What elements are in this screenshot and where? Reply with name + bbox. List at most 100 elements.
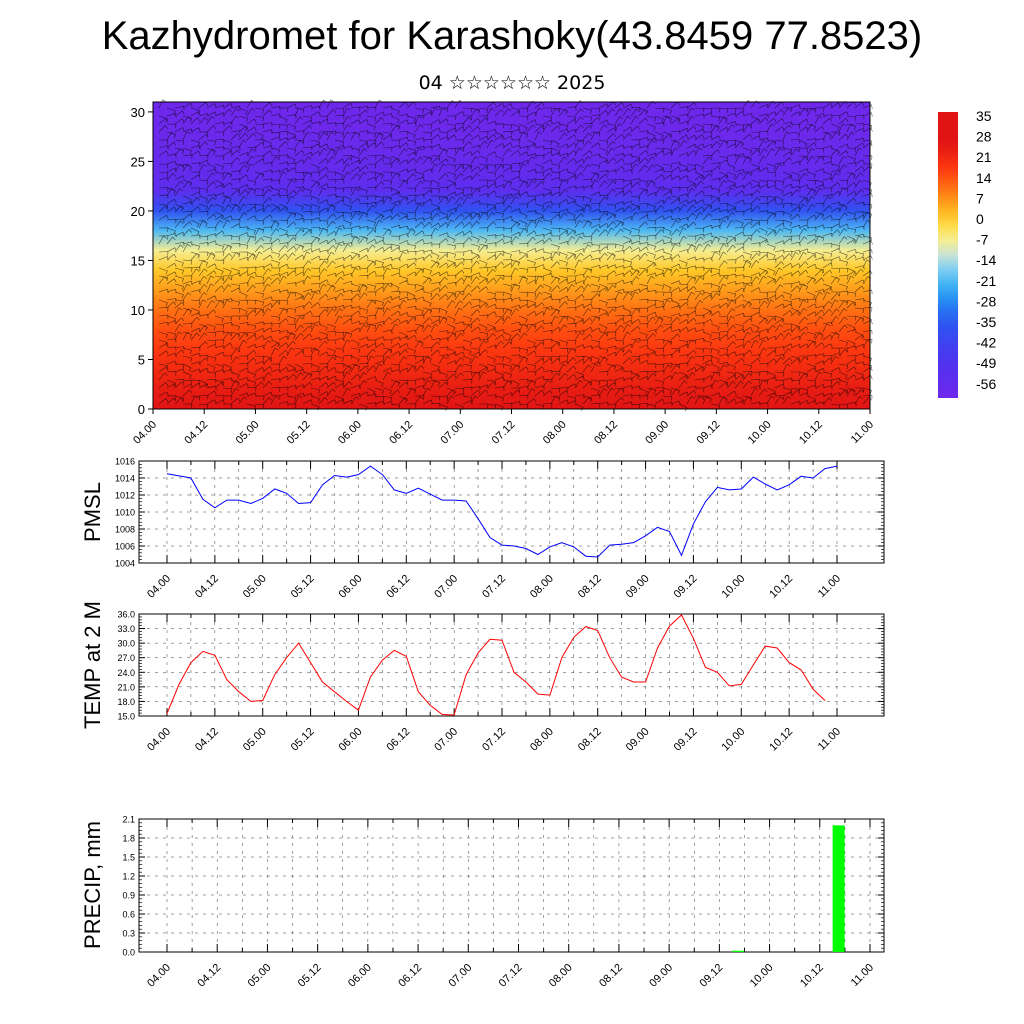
- heatmap-y-tick-label: 10: [131, 303, 145, 318]
- heatmap-x-tick-label: 06.12: [387, 419, 415, 447]
- heatmap-y-tick-label: 20: [131, 204, 145, 219]
- pmsl-x-tick-label: 07.12: [480, 573, 508, 601]
- pmsl-y-tick-label: 1006: [115, 542, 135, 552]
- colorbar-label: 7: [976, 190, 984, 206]
- precip-x-tick-label: 04.12: [195, 962, 223, 990]
- temp-y-tick-label: 30.0: [117, 639, 135, 649]
- precip-x-tick-label: 06.12: [396, 962, 424, 990]
- temp-x-tick-label: 07.12: [480, 726, 508, 754]
- precip-x-tick-label: 07.12: [497, 962, 525, 990]
- pmsl-x-tick-label: 11.00: [816, 573, 843, 600]
- heatmap-y-tick-label: 30: [131, 105, 145, 120]
- colorbar: [938, 112, 958, 398]
- pmsl-x-tick-label: 05.12: [289, 573, 317, 601]
- precip-grid: [139, 819, 884, 952]
- colorbar-label: -14: [976, 252, 996, 268]
- pmsl-y-tick-label: 1010: [115, 508, 135, 518]
- precip-y-tick-label: 0.0: [122, 948, 135, 958]
- temp-y-tick-label: 24.0: [117, 668, 135, 678]
- chart-title: Kazhydromet for Karashoky(43.8459 77.852…: [101, 14, 923, 58]
- pmsl-x-tick-label: 07.00: [432, 573, 460, 601]
- precip-bar: [832, 825, 845, 952]
- colorbar-label: 28: [976, 129, 992, 145]
- pmsl-y-tick-label: 1008: [115, 525, 135, 535]
- temp-x-tick-label: 07.00: [432, 726, 460, 754]
- temp-x-tick-label: 04.12: [193, 726, 221, 754]
- pmsl-y-tick-label: 1014: [115, 474, 135, 484]
- pmsl-x-tick-label: 04.12: [193, 573, 221, 601]
- temp-y-tick-label: 15.0: [117, 712, 135, 722]
- colorbar-label: -49: [976, 355, 996, 371]
- wind-barbs: [158, 99, 873, 412]
- pmsl-x-tick-label: 04.00: [145, 573, 173, 601]
- temp-y-tick-label: 27.0: [117, 653, 135, 663]
- temp-x-tick-label: 04.00: [145, 726, 173, 754]
- temp-frame: [138, 613, 885, 717]
- pmsl-x-tick-label: 06.00: [337, 573, 365, 601]
- heatmap-x-tick-label: 07.12: [490, 419, 518, 447]
- heatmap-x-tick-label: 11.00: [849, 419, 876, 446]
- pmsl-x-tick-label: 05.00: [241, 573, 269, 601]
- temp-x-tick-label: 06.12: [384, 726, 412, 754]
- precip-x-tick-label: 04.00: [145, 962, 173, 990]
- precip-y-tick-label: 2.1: [122, 815, 135, 825]
- temp-x-tick-label: 05.12: [289, 726, 317, 754]
- pmsl-series-line: [166, 465, 838, 558]
- heatmap-x-tick-label: 10.00: [746, 419, 774, 447]
- precip-y-tick-label: 0.9: [122, 891, 135, 901]
- precip-y-tick-label: 1.5: [122, 853, 135, 863]
- pmsl-x-tick-label: 10.12: [767, 573, 795, 601]
- pmsl-y-tick-label: 1016: [115, 457, 135, 467]
- heatmap-y-tick-label: 5: [138, 352, 145, 367]
- colorbar-label: -28: [976, 293, 996, 309]
- colorbar-label: 14: [976, 170, 992, 186]
- colorbar-label: -35: [976, 314, 996, 330]
- precip-x-tick-label: 09.00: [647, 962, 675, 990]
- precip-x-tick-label: 09.12: [698, 962, 726, 990]
- precip-y-tick-label: 1.2: [122, 872, 135, 882]
- precip-x-tick-label: 08.00: [547, 962, 575, 990]
- precip-y-axis-label: PRECIP, mm: [80, 821, 105, 949]
- heatmap-x-tick-label: 08.00: [541, 419, 569, 447]
- pmsl-x-tick-label: 08.00: [528, 573, 556, 601]
- colorbar-label: -56: [976, 376, 996, 392]
- heatmap-x-tick-label: 09.00: [643, 419, 671, 447]
- colorbar-label: 35: [976, 108, 992, 124]
- pmsl-x-tick-label: 09.12: [672, 573, 700, 601]
- temp-y-axis-label: TEMP at 2 M: [80, 601, 105, 729]
- colorbar-label: -21: [976, 273, 996, 289]
- temp-x-tick-label: 10.12: [767, 726, 795, 754]
- temp-grid: [139, 614, 884, 716]
- temp-x-tick-label: 10.00: [719, 726, 747, 754]
- colorbar-label: -7: [976, 232, 989, 248]
- precip-x-tick-label: 10.00: [748, 962, 776, 990]
- temp-x-tick-label: 05.00: [241, 726, 269, 754]
- pmsl-y-tick-label: 1004: [115, 559, 135, 569]
- heatmap-x-tick-label: 06.00: [336, 419, 364, 447]
- heatmap-x-tick-label: 08.12: [592, 419, 620, 447]
- precip-x-tick-label: 10.12: [798, 962, 826, 990]
- precip-x-tick-label: 05.12: [296, 962, 324, 990]
- pmsl-y-tick-label: 1012: [115, 491, 135, 501]
- temp-x-tick-label: 08.12: [576, 726, 604, 754]
- temp-x-tick-label: 06.00: [337, 726, 365, 754]
- heatmap-y-tick-label: 0: [138, 402, 145, 417]
- pmsl-x-tick-label: 10.00: [719, 573, 747, 601]
- temp-series-line: [166, 614, 826, 716]
- colorbar-label: 21: [976, 149, 992, 165]
- precip-x-tick-label: 08.12: [597, 962, 625, 990]
- temp-y-tick-label: 36.0: [117, 610, 135, 620]
- precip-y-tick-label: 0.3: [122, 929, 135, 939]
- precip-x-tick-label: 07.00: [446, 962, 474, 990]
- precip-x-tick-label: 05.00: [246, 962, 274, 990]
- heatmap-y-tick-label: 25: [131, 154, 145, 169]
- heatmap-x-tick-label: 07.00: [438, 419, 466, 447]
- temp-x-tick-label: 09.00: [624, 726, 652, 754]
- heatmap-x-tick-label: 05.12: [285, 419, 313, 447]
- pmsl-grid: [139, 461, 884, 563]
- temp-y-tick-label: 18.0: [117, 697, 135, 707]
- heatmap-x-tick-label: 05.00: [234, 419, 262, 447]
- heatmap-x-tick-label: 04.12: [182, 419, 210, 447]
- colorbar-label: 0: [976, 211, 984, 227]
